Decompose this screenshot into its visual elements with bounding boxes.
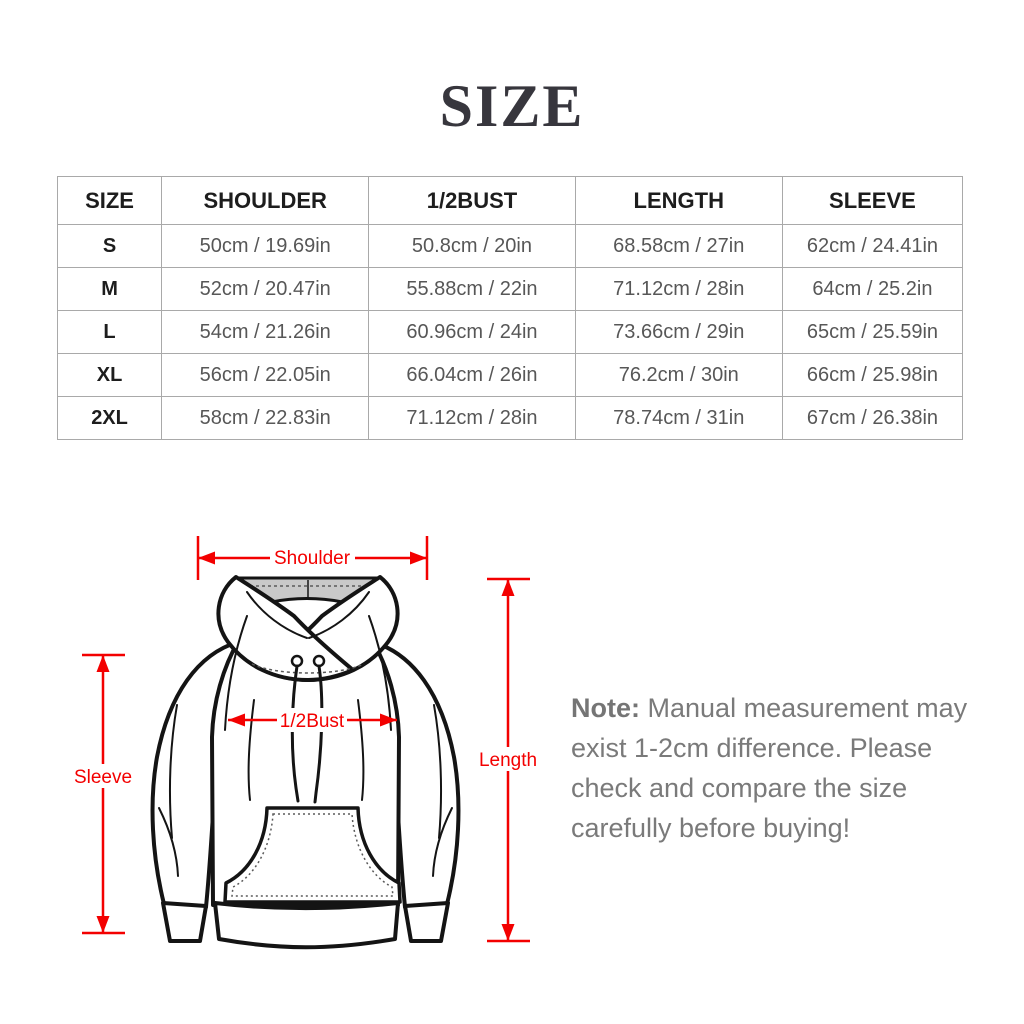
note-label: Note: — [571, 693, 640, 723]
half-bust-value: 71.12cm / 28in — [368, 396, 576, 440]
sleeve-value: 65cm / 25.59in — [781, 310, 964, 354]
shoulder-value: 58cm / 22.83in — [161, 396, 370, 440]
length-value: 76.2cm / 30in — [574, 353, 783, 397]
sleeve-value: 62cm / 24.41in — [781, 224, 964, 268]
sleeve-value: 64cm / 25.2in — [781, 267, 964, 311]
length-value: 78.74cm / 31in — [574, 396, 783, 440]
table-row: 2XL 58cm / 22.83in 71.12cm / 28in 78.74c… — [56, 396, 964, 440]
size-label: XL — [56, 353, 163, 397]
table-row: L 54cm / 21.26in 60.96cm / 24in 73.66cm … — [56, 310, 964, 354]
shoulder-value: 50cm / 19.69in — [161, 224, 370, 268]
collar-stitch — [251, 663, 365, 674]
half-bust-value: 50.8cm / 20in — [368, 224, 576, 268]
note-line: check and compare the size — [571, 773, 908, 803]
half-bust-dimension-label: 1/2Bust — [280, 711, 345, 732]
note-line: Note: Manual measurement may — [571, 688, 981, 728]
half-bust-value: 66.04cm / 26in — [368, 353, 576, 397]
dimension-annotations: Shoulder 1/2Bust Sleeve — [72, 536, 542, 943]
header-shoulder: SHOULDER — [161, 176, 370, 225]
sleeve-dimension: Sleeve — [72, 653, 134, 935]
page-title: SIZE — [439, 73, 585, 139]
right-cuff — [403, 901, 450, 943]
note-text: Manual measurement may — [647, 693, 968, 723]
size-label: M — [56, 267, 163, 311]
half-bust-dimension: 1/2Bust — [228, 708, 397, 732]
shoulder-value: 56cm / 22.05in — [161, 353, 370, 397]
size-label: S — [56, 224, 163, 268]
header-length: LENGTH — [574, 176, 783, 225]
table-row: M 52cm / 20.47in 55.88cm / 22in 71.12cm … — [56, 267, 964, 311]
length-value: 73.66cm / 29in — [574, 310, 783, 354]
shoulder-dimension-label: Shoulder — [274, 548, 351, 569]
left-cuff — [161, 901, 208, 943]
hoodie-measurement-diagram: Shoulder 1/2Bust Sleeve — [72, 536, 542, 950]
sleeve-value: 67cm / 26.38in — [781, 396, 964, 440]
right-eyelet — [312, 654, 326, 668]
table-row: XL 56cm / 22.05in 66.04cm / 26in 76.2cm … — [56, 353, 964, 397]
size-label: L — [56, 310, 163, 354]
sleeve-value: 66cm / 25.98in — [781, 353, 964, 397]
sleeve-dimension-label: Sleeve — [74, 767, 132, 788]
header-half-bust: 1/2BUST — [368, 176, 576, 225]
measurement-note: Note: Manual measurement may exist 1-2cm… — [571, 688, 981, 848]
shoulder-value: 54cm / 21.26in — [161, 310, 370, 354]
half-bust-value: 55.88cm / 22in — [368, 267, 576, 311]
table-row: S 50cm / 19.69in 50.8cm / 20in 68.58cm /… — [56, 224, 964, 268]
header-size: SIZE — [56, 176, 163, 225]
collar-fold-lines — [246, 591, 370, 639]
size-table: SIZE SHOULDER 1/2BUST LENGTH SLEEVE S 50… — [56, 176, 964, 440]
length-value: 68.58cm / 27in — [574, 224, 783, 268]
size-label: 2XL — [56, 396, 163, 440]
length-dimension: Length — [476, 577, 542, 943]
pocket — [223, 806, 402, 904]
shoulder-dimension: Shoulder — [196, 536, 429, 580]
length-dimension-label: Length — [479, 750, 537, 771]
table-header-row: SIZE SHOULDER 1/2BUST LENGTH SLEEVE — [56, 176, 964, 225]
note-line: carefully before buying! — [571, 813, 851, 843]
half-bust-value: 60.96cm / 24in — [368, 310, 576, 354]
length-value: 71.12cm / 28in — [574, 267, 783, 311]
header-sleeve: SLEEVE — [781, 176, 964, 225]
note-line: exist 1-2cm difference. Please — [571, 733, 933, 763]
shoulder-value: 52cm / 20.47in — [161, 267, 370, 311]
waistband — [213, 901, 400, 950]
